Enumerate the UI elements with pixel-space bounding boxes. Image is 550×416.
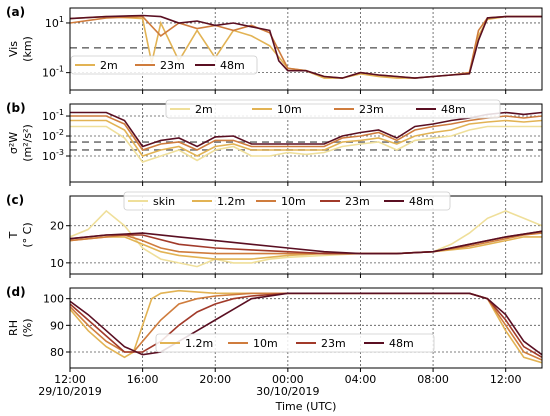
series-line-2m (70, 125, 542, 163)
y-axis-label: T (7, 231, 20, 239)
x-tick-label: 12:00 (490, 373, 522, 386)
y-axis-label: Vis (7, 41, 20, 57)
series-line-10m (70, 232, 542, 255)
panel-label: (a) (6, 5, 25, 19)
y-tick-label: 10-3 (42, 148, 64, 163)
y-axis-label: σ²W (7, 132, 20, 154)
legend-label: 48m (220, 59, 245, 72)
y-tick-label: 90 (50, 319, 64, 332)
x-tick-sublabel: 29/10/2019 (38, 385, 101, 398)
plot-frame (69, 287, 543, 369)
series-line-48m (70, 230, 542, 255)
series-line-skin (70, 209, 542, 268)
legend-label: 23m (345, 195, 370, 208)
y-tick-label: 20 (50, 220, 64, 233)
legend-label: 10m (281, 195, 306, 208)
x-axis-label: Time (UTC) (275, 400, 337, 413)
y-axis-unit: (%) (21, 318, 34, 337)
x-tick-label: 00:00 (272, 373, 304, 386)
panel-2: 20 10 (c) T (° C) skin 1.2m 10m 23m 48m (6, 191, 543, 278)
plot-frame (69, 7, 543, 91)
series-line-1.2m (70, 236, 542, 260)
legend-box (70, 55, 258, 75)
x-tick-label: 08:00 (417, 373, 449, 386)
series-line-48m (70, 292, 542, 356)
legend-label: 10m (277, 103, 302, 116)
x-tick-label: 04:00 (345, 373, 377, 386)
y-tick-label: 100 (43, 293, 64, 306)
legend-label: skin (153, 195, 175, 208)
legend-box (155, 333, 435, 353)
panel-label: (d) (6, 285, 26, 299)
panel-1: 10-1 10-2 10-3 (b) σ²W (m²/s²) 2m 10m 23m 48m (6, 99, 543, 186)
y-tick-label: 10-2 (42, 128, 64, 143)
legend-label: 23m (359, 103, 384, 116)
series-line-48m (70, 111, 542, 148)
y-tick-label: 10 (50, 257, 64, 270)
legend-label: 48m (389, 337, 414, 350)
series-line-10m (70, 119, 542, 157)
legend-label: 2m (100, 59, 118, 72)
y-axis-label: RH (7, 320, 20, 336)
legend-label: 2m (195, 103, 213, 116)
series-line-23m (70, 115, 542, 151)
legend-label: 23m (160, 59, 185, 72)
legend-label: 48m (441, 103, 466, 116)
legend-label: 1.2m (185, 337, 213, 350)
y-axis-unit: (m²/s²) (21, 124, 34, 162)
panel-0: 101 10-1 (a) Vis (km) 2m 23m 48m (6, 5, 543, 94)
y-tick-label: 10-1 (42, 65, 64, 80)
series-line-48m (70, 14, 542, 79)
legend-box (123, 191, 451, 211)
y-tick-label: 101 (45, 15, 64, 30)
y-tick-label: 10-1 (42, 108, 64, 123)
y-tick-label: 80 (50, 346, 64, 359)
legend-box (165, 99, 501, 119)
x-tick-label: 20:00 (199, 373, 231, 386)
legend-label: 23m (321, 337, 346, 350)
panel-label: (b) (6, 101, 26, 115)
y-axis-unit: (km) (21, 36, 34, 62)
legend-label: 10m (253, 337, 278, 350)
legend-label: 48m (409, 195, 434, 208)
y-axis-unit: (° C) (21, 222, 34, 247)
x-tick-label: 16:00 (127, 373, 159, 386)
panel-label: (c) (6, 193, 24, 207)
x-tick-sublabel: 30/10/2019 (256, 385, 319, 398)
legend-label: 1.2m (217, 195, 245, 208)
x-tick-label: 12:00 (54, 373, 86, 386)
